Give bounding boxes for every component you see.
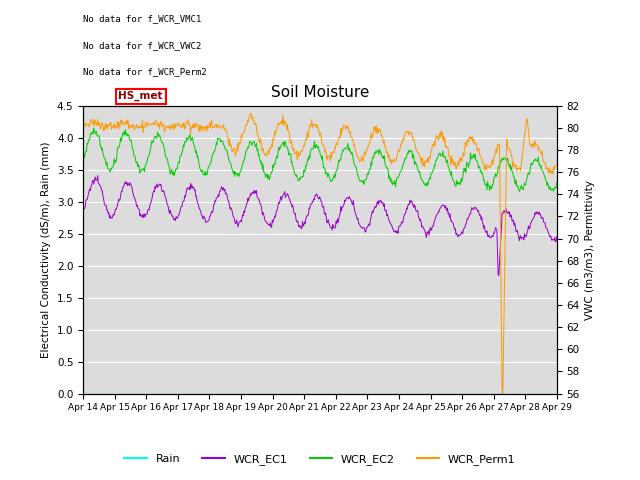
Title: Soil Moisture: Soil Moisture	[271, 85, 369, 100]
WCR_EC2	[392, 184, 399, 190]
WCR_Perm1	[246, 110, 254, 116]
WCR_EC2	[138, 167, 145, 173]
Rain	[391, 391, 399, 396]
Text: No data for f_WCR_Perm2: No data for f_WCR_Perm2	[83, 67, 207, 76]
WCR_Perm1	[210, 125, 218, 131]
WCR_EC1	[94, 173, 102, 179]
Rain	[88, 391, 95, 396]
WCR_Perm1	[185, 121, 193, 127]
WCR_EC2	[186, 134, 193, 140]
WCR_EC2	[553, 179, 561, 185]
Rain	[210, 391, 218, 396]
Rain	[79, 391, 87, 396]
Line: WCR_EC1: WCR_EC1	[83, 176, 557, 275]
WCR_EC1	[211, 202, 218, 207]
Rain	[137, 391, 145, 396]
WCR_EC1	[494, 272, 502, 278]
WCR_EC1	[88, 181, 95, 187]
WCR_EC2	[90, 125, 97, 131]
Line: WCR_Perm1: WCR_Perm1	[83, 113, 557, 394]
WCR_EC1	[138, 214, 145, 219]
WCR_Perm1	[499, 391, 506, 396]
WCR_Perm1	[392, 158, 399, 164]
Legend: Rain, WCR_EC1, WCR_EC2, WCR_Perm1: Rain, WCR_EC1, WCR_EC2, WCR_Perm1	[120, 450, 520, 469]
WCR_EC1	[392, 229, 399, 235]
WCR_EC2	[88, 131, 95, 136]
Rain	[377, 391, 385, 396]
WCR_EC1	[79, 208, 87, 214]
WCR_Perm1	[137, 124, 145, 130]
WCR_EC1	[186, 184, 193, 190]
WCR_Perm1	[378, 132, 385, 138]
WCR_EC2	[515, 189, 523, 194]
Text: No data for f_WCR_VWC2: No data for f_WCR_VWC2	[83, 41, 202, 50]
Y-axis label: VWC (m3/m3), Permittivity: VWC (m3/m3), Permittivity	[586, 180, 595, 320]
Text: No data for f_WCR_VMC1: No data for f_WCR_VMC1	[83, 14, 202, 24]
WCR_Perm1	[553, 161, 561, 167]
Line: WCR_EC2: WCR_EC2	[83, 128, 557, 192]
WCR_Perm1	[79, 121, 87, 127]
Rain	[185, 391, 193, 396]
Y-axis label: Electrical Conductivity (dS/m), Rain (mm): Electrical Conductivity (dS/m), Rain (mm…	[42, 141, 51, 358]
WCR_EC2	[79, 159, 87, 165]
WCR_EC1	[378, 200, 385, 205]
Rain	[553, 391, 561, 396]
Text: HS_met: HS_met	[118, 91, 163, 101]
WCR_EC2	[211, 149, 218, 155]
WCR_Perm1	[88, 120, 95, 125]
WCR_EC2	[378, 152, 385, 157]
WCR_EC1	[553, 233, 561, 239]
